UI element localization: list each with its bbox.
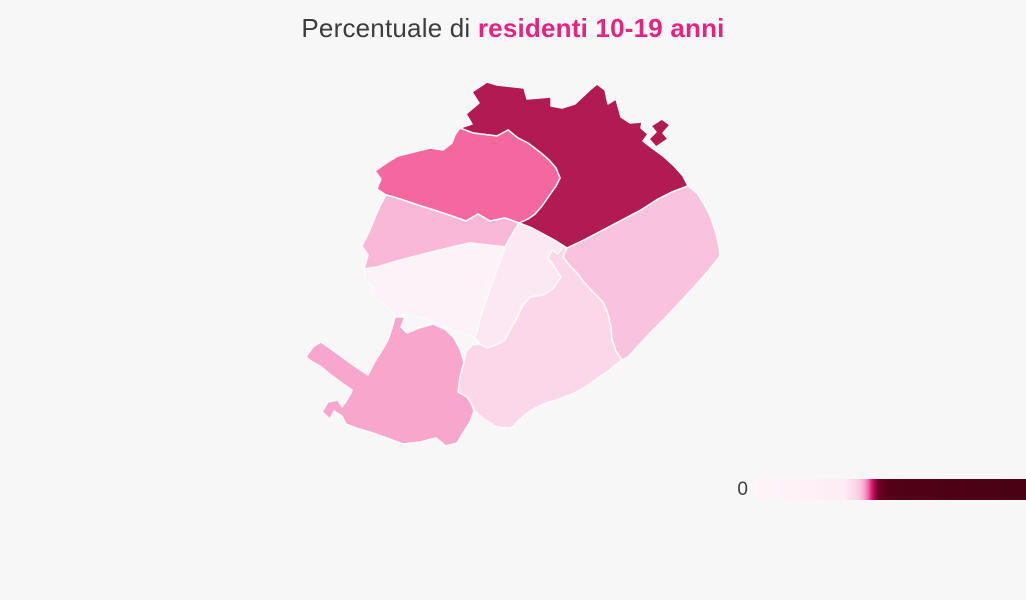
- map-region-north-exclave[interactable]: [648, 118, 671, 148]
- chart-title-prefix: Percentuale di: [301, 13, 478, 43]
- chart-title: Percentuale di residenti 10-19 anni: [0, 13, 1026, 44]
- map-region-southwest[interactable]: [305, 316, 475, 447]
- chart-title-highlight: residenti 10-19 anni: [477, 13, 725, 43]
- legend-gradient-bar: [754, 479, 1026, 500]
- map-region-east[interactable]: [562, 185, 721, 361]
- color-legend: 0: [737, 479, 1026, 500]
- legend-min-label: 0: [737, 479, 748, 500]
